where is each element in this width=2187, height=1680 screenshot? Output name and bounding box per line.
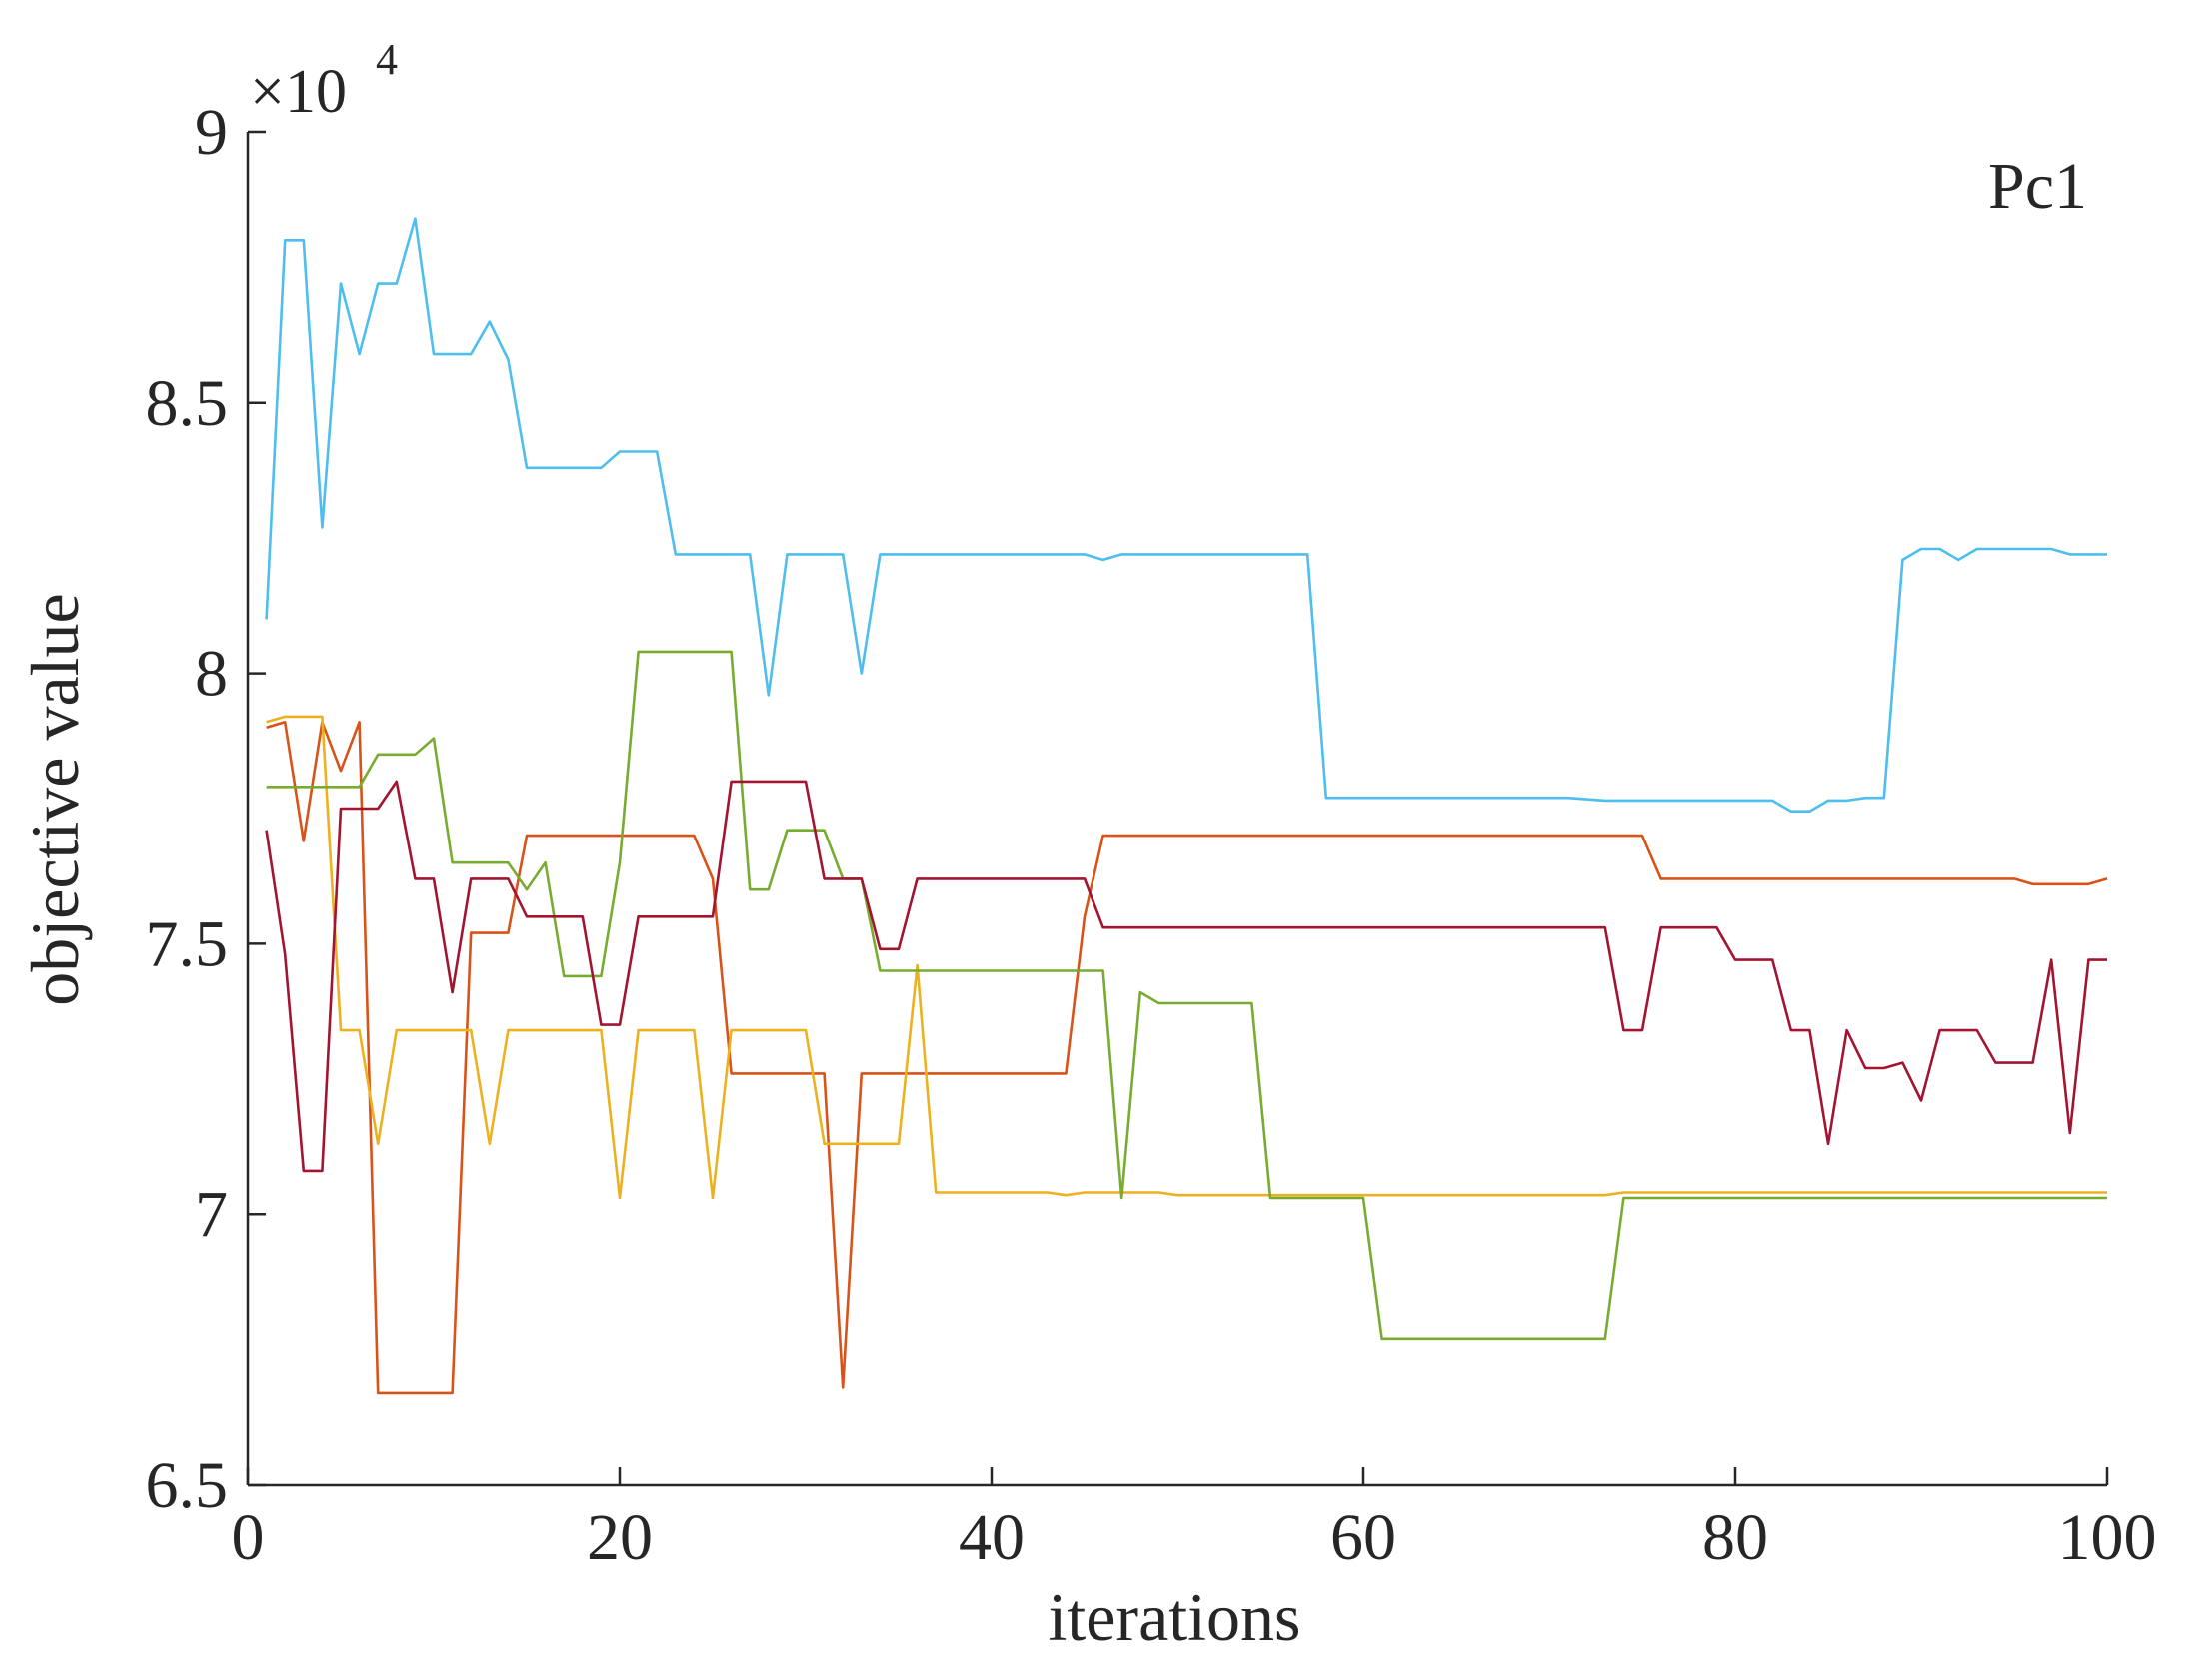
annotation-label: Pc1	[1988, 150, 2087, 223]
y-exponent-base: ×10	[250, 58, 347, 126]
x-tick-label: 100	[2058, 1501, 2157, 1574]
y-tick-label: 8	[195, 638, 228, 711]
x-tick-label: 60	[1330, 1501, 1396, 1574]
y-tick-label: 9	[195, 96, 228, 169]
y-tick-label: 7	[195, 1178, 228, 1251]
series-line-green	[266, 650, 2107, 1341]
series-line-cyan	[265, 217, 2107, 814]
x-tick-label: 40	[959, 1501, 1025, 1574]
x-tick-label: 80	[1702, 1501, 1768, 1574]
series-line-orange	[266, 720, 2108, 1395]
series-layer	[265, 217, 2108, 1395]
y-exponent-power: 4	[376, 35, 398, 84]
series-line-yellow	[266, 715, 2107, 1200]
x-axis-label: iterations	[1048, 1579, 1300, 1655]
x-tick-label: 0	[232, 1501, 265, 1574]
y-tick-label: 8.5	[146, 367, 229, 440]
y-axis-label: objective value	[17, 593, 93, 1005]
axes-layer	[246, 132, 2107, 1487]
y-tick-label: 7.5	[146, 907, 229, 980]
series-line-dark-red	[265, 780, 2107, 1173]
x-tick-label: 20	[587, 1501, 653, 1574]
tick-layer: 0 20 40 60 80 100 6.5 7 7.5 8 8.5 9	[146, 96, 2157, 1574]
y-tick-label: 6.5	[146, 1449, 229, 1522]
